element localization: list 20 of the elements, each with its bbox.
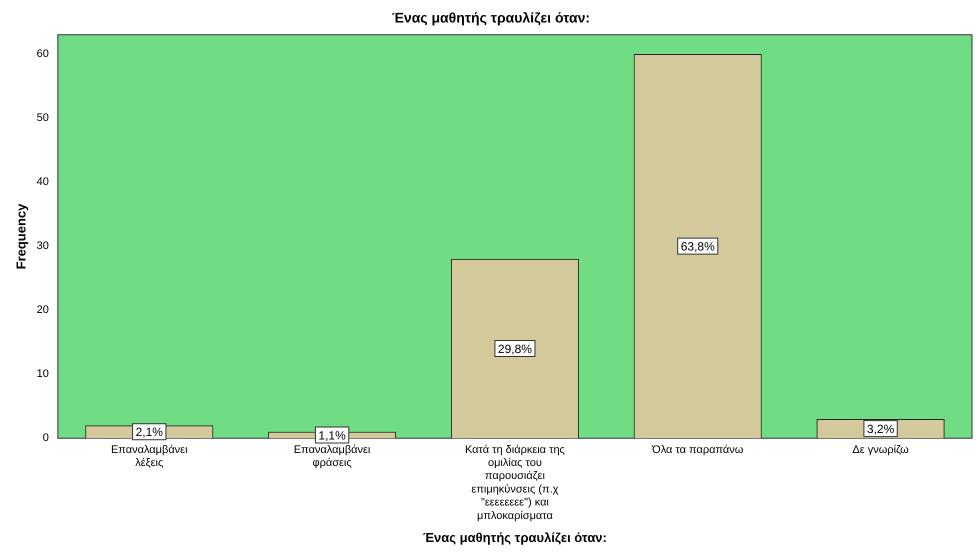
x-axis-title: Ένας μαθητής τραυλίζει όταν: [422,530,607,545]
y-tick-label: 0 [42,432,49,444]
x-tick-label: Δε γνωρίζω [852,444,910,456]
y-tick-label: 20 [36,304,49,316]
y-axis-title: Frequency [13,202,28,270]
annotation: 29,8% [498,342,532,356]
annotation: 3,2% [866,422,895,436]
annotation: 1,1% [318,428,346,442]
y-tick-label: 30 [36,240,49,252]
x-tick-label: Επαναλαμβάνει φράσεις [294,444,371,470]
y-tick-label: 10 [36,368,49,380]
x-tick-label: Όλα τα παραπάνω [651,444,744,456]
y-tick-label: 40 [36,176,49,188]
x-tick-label: Κατά τη διάρκεια της ομιλίας του παρουσιάζει επιμηκύνσεις (π.χ "εεεεεεεε") και μπλοκαρίσματα [464,444,565,522]
y-tick-label: 60 [36,48,49,60]
annotation: 2,1% [136,425,164,440]
x-tick-label: Επαναλαμβάνει λέξεις [110,444,188,470]
chart-title: Ένας μαθητής τραυλίζει όταν: [392,9,590,26]
annotation: 63,8% [680,239,716,254]
y-tick-label: 50 [36,112,49,124]
